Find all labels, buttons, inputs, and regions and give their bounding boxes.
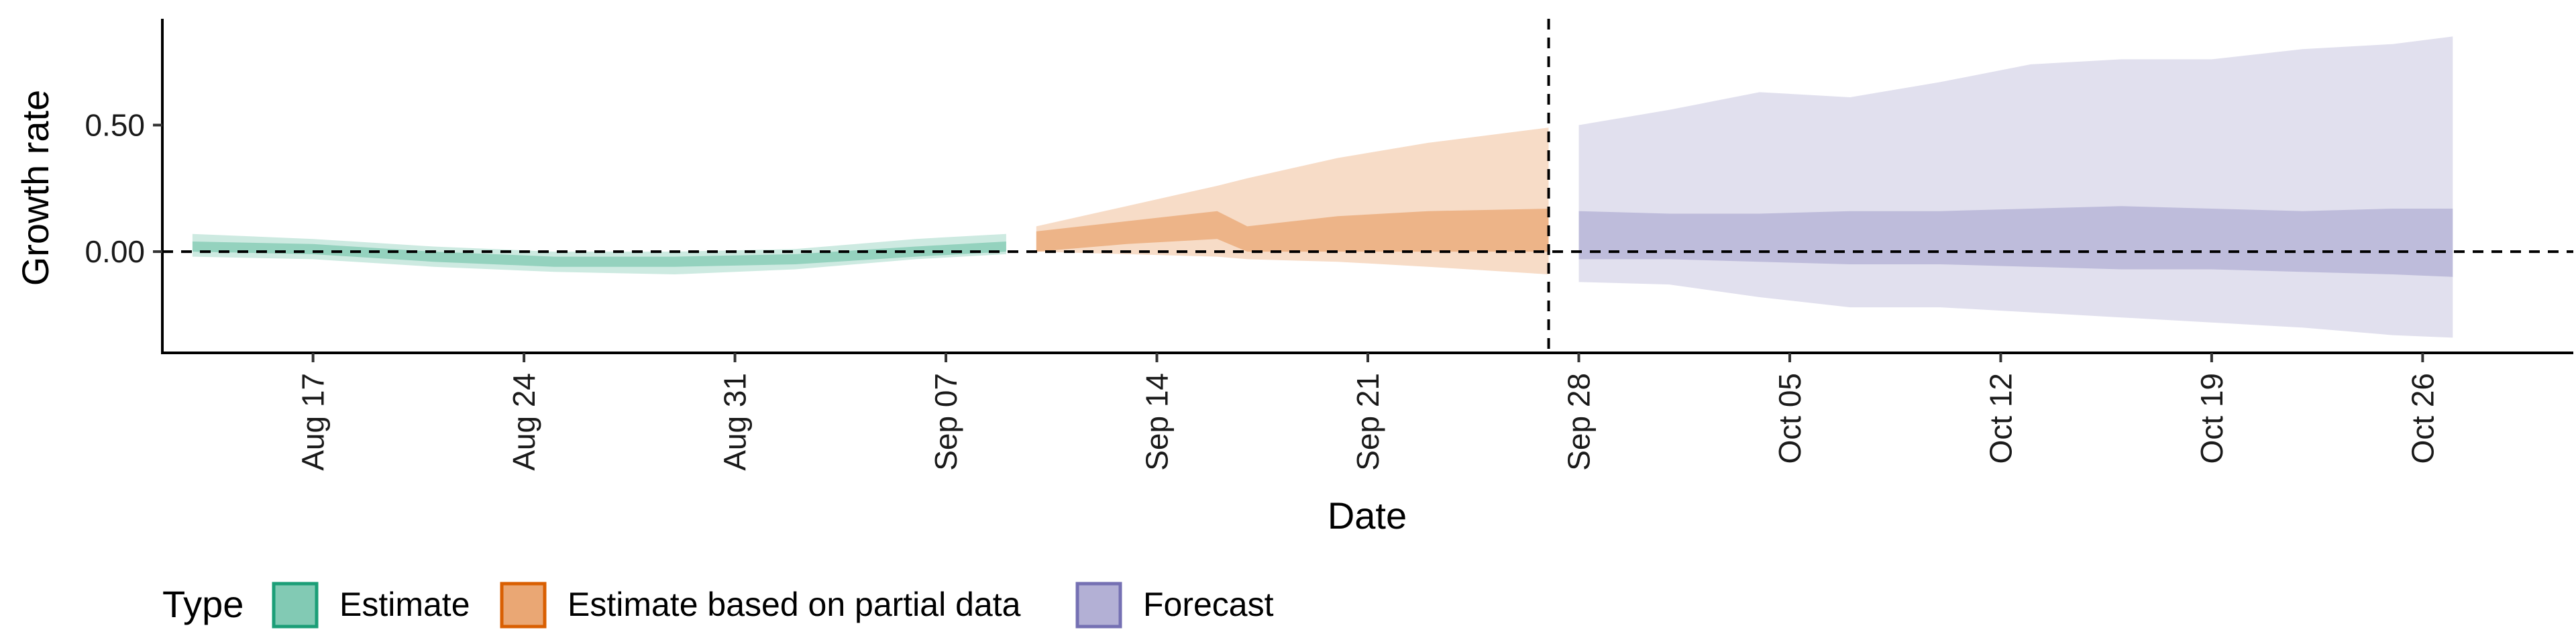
- legend: Type Estimate Estimate based on partial d…: [162, 582, 1274, 629]
- series-bands: [192, 36, 2453, 338]
- legend-label-2: Forecast: [1143, 586, 1274, 623]
- series-2-band-50: [1578, 206, 2453, 277]
- reference-lines: [162, 19, 2573, 353]
- x-tick-label: Sep 21: [1350, 373, 1385, 471]
- legend-swatch-0: [272, 582, 319, 629]
- y-tick-label: 0.00: [85, 234, 145, 269]
- x-tick-label: Oct 12: [1983, 373, 2018, 464]
- legend-label-0: Estimate: [339, 586, 470, 623]
- legend-title: Type: [162, 583, 244, 625]
- series-0-band-50: [192, 241, 1006, 267]
- x-tick-label: Sep 28: [1561, 373, 1596, 471]
- y-axis-title: Growth rate: [14, 90, 56, 286]
- series-0-band-90: [192, 233, 1006, 274]
- y-tick-label: 0.50: [85, 107, 145, 142]
- legend-swatch-2: [1075, 582, 1122, 629]
- x-tick-label: Aug 17: [296, 373, 331, 471]
- x-axis-title: Date: [1328, 494, 1407, 537]
- series-1-band-90: [1036, 127, 1549, 274]
- x-tick-label: Sep 14: [1140, 373, 1175, 471]
- x-tick-label: Oct 19: [2194, 373, 2229, 464]
- series-2-band-90: [1578, 36, 2453, 338]
- legend-swatch-1: [500, 582, 547, 629]
- x-tick-label: Aug 31: [718, 373, 753, 471]
- series-1-band-50: [1036, 209, 1549, 252]
- y-ticks: 0.50 0.00: [85, 107, 162, 269]
- x-ticks: Aug 17 Aug 24 Aug 31 Sep 07 Sep 14 Sep 21 Sep …: [296, 353, 2440, 471]
- x-tick-label: Sep 07: [928, 373, 963, 471]
- x-tick-label: Aug 24: [506, 373, 541, 471]
- x-tick-label: Oct 05: [1772, 373, 1807, 464]
- x-tick-label: Oct 26: [2405, 373, 2440, 464]
- legend-label-1: Estimate based on partial data: [568, 586, 1021, 623]
